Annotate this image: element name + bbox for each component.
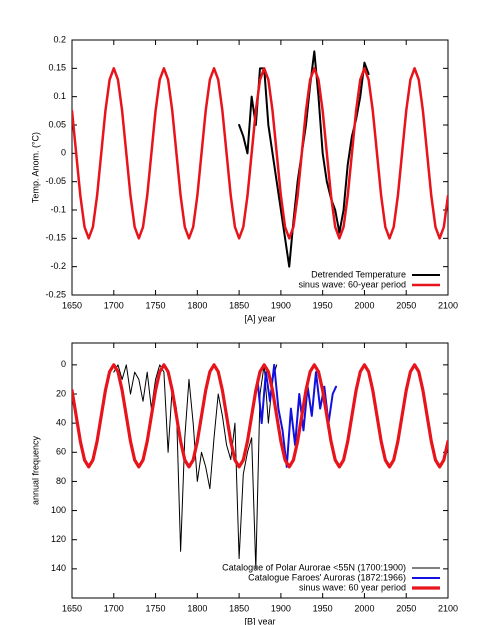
x-tick-label: 1800 — [187, 603, 207, 613]
y-tick-label: 0 — [61, 359, 66, 369]
x-tick-label: 2050 — [396, 300, 416, 310]
x-tick-label: 1650 — [62, 603, 82, 613]
y-tick-label: 0 — [61, 148, 66, 158]
y-tick-label: 40 — [56, 418, 66, 428]
legend-label: Catalogue Faroes' Auroras (1872:1966) — [248, 572, 406, 582]
legend-label: Catalogue of Polar Aurorae <55N (1700:19… — [222, 562, 406, 572]
y-tick-label: -0.05 — [45, 176, 66, 186]
x-tick-label: 1900 — [271, 300, 291, 310]
x-tick-label: 1750 — [146, 300, 166, 310]
x-tick-label: 2100 — [438, 603, 458, 613]
x-tick-label: 1800 — [187, 300, 207, 310]
data-line — [72, 67, 448, 240]
y-axis-label: Temp. Anom. (°C) — [30, 132, 40, 203]
y-tick-label: -0.1 — [50, 204, 66, 214]
x-tick-label: 2000 — [354, 300, 374, 310]
y-tick-label: -0.25 — [45, 289, 66, 299]
x-tick-label: 1850 — [229, 300, 249, 310]
y-tick-label: 0.1 — [53, 91, 66, 101]
y-tick-label: -0.15 — [45, 233, 66, 243]
y-tick-label: 0.2 — [53, 34, 66, 44]
x-tick-label: 1750 — [146, 603, 166, 613]
y-tick-label: 60 — [56, 447, 66, 457]
y-tick-label: 120 — [51, 534, 66, 544]
plot-frame — [71, 342, 449, 599]
x-tick-label: 2050 — [396, 603, 416, 613]
x-tick-label: 2100 — [438, 300, 458, 310]
y-axis-label: annual frequency — [30, 435, 40, 505]
y-tick-label: 0.15 — [48, 63, 66, 73]
legend-label: Detrended Temperature — [311, 269, 406, 279]
x-axis-label: [A] year — [244, 313, 275, 323]
x-tick-label: 1700 — [104, 300, 124, 310]
y-tick-label: -0.2 — [50, 261, 66, 271]
y-tick-label: 100 — [51, 505, 66, 515]
x-tick-label: 1850 — [229, 603, 249, 613]
y-tick-label: 140 — [51, 563, 66, 573]
x-tick-label: 1650 — [62, 300, 82, 310]
x-axis-label: [B] year — [244, 616, 275, 625]
data-line — [72, 363, 448, 469]
x-tick-label: 1950 — [313, 603, 333, 613]
legend-label: sinus wave: 60 year period — [299, 582, 406, 592]
y-tick-label: 0.05 — [48, 119, 66, 129]
x-tick-label: 1900 — [271, 603, 291, 613]
legend-label: sinus wave: 60-year period — [298, 279, 406, 289]
x-tick-label: 1700 — [104, 603, 124, 613]
plot-frame — [71, 39, 449, 296]
x-tick-label: 2000 — [354, 603, 374, 613]
y-tick-label: 20 — [56, 388, 66, 398]
x-tick-label: 1950 — [313, 300, 333, 310]
y-tick-label: 80 — [56, 476, 66, 486]
